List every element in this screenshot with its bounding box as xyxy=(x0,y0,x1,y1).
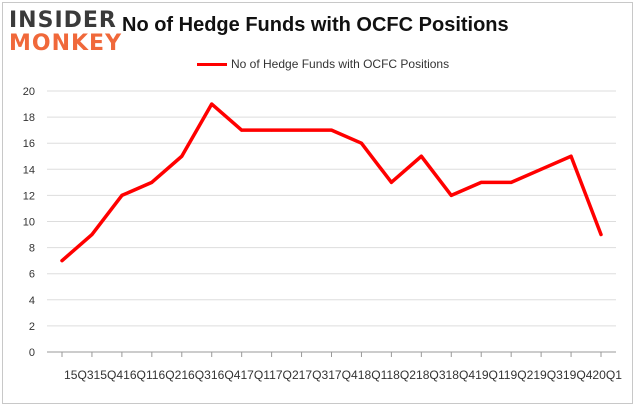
y-tick-label: 6 xyxy=(29,269,35,281)
x-tick-labels: 15Q315Q416Q116Q216Q316Q417Q117Q217Q317Q4… xyxy=(64,370,622,382)
y-axis-ticks: 0 2 4 6 8 10 12 14 16 18 20 xyxy=(23,86,35,359)
y-tick-label: 8 xyxy=(29,243,35,255)
y-tick-label: 0 xyxy=(29,347,35,359)
legend-label: No of Hedge Funds with OCFC Positions xyxy=(231,57,450,71)
data-point xyxy=(569,154,573,158)
chart-frame xyxy=(2,2,633,404)
chart-legend: No of Hedge Funds with OCFC Positions xyxy=(197,57,449,71)
data-point xyxy=(419,154,423,158)
data-point xyxy=(150,180,154,184)
x-axis: 15Q315Q416Q116Q216Q316Q417Q117Q217Q317Q4… xyxy=(47,351,622,382)
data-point xyxy=(60,259,64,263)
y-tick-label: 20 xyxy=(23,86,35,98)
data-point xyxy=(240,128,244,132)
y-tick-label: 2 xyxy=(29,321,35,333)
data-point xyxy=(479,180,483,184)
series-layer xyxy=(60,102,603,263)
data-point xyxy=(599,233,603,237)
data-point xyxy=(210,102,214,106)
data-point xyxy=(90,233,94,237)
logo-line-2: MONKEY xyxy=(9,31,123,56)
data-point xyxy=(359,141,363,145)
y-tick-label: 4 xyxy=(29,295,35,307)
y-tick-label: 10 xyxy=(23,217,35,229)
data-point xyxy=(270,128,274,132)
data-point xyxy=(539,167,543,171)
logo-line-1: INSIDER xyxy=(9,8,117,33)
y-tick-label: 12 xyxy=(23,190,35,202)
chart-title: No of Hedge Funds with OCFC Positions xyxy=(122,14,509,36)
y-tick-label: 18 xyxy=(23,112,35,124)
y-tick-label: 16 xyxy=(23,138,35,150)
data-point xyxy=(180,154,184,158)
series-line xyxy=(60,102,603,263)
legend-swatch xyxy=(197,62,227,66)
data-point xyxy=(449,193,453,197)
data-point xyxy=(509,180,513,184)
data-point xyxy=(389,180,393,184)
y-tick-label: 14 xyxy=(23,164,35,176)
data-point xyxy=(330,128,333,132)
data-point xyxy=(120,193,124,197)
insider-monkey-logo: INSIDER MONKEY xyxy=(9,8,121,58)
data-point xyxy=(300,128,304,132)
